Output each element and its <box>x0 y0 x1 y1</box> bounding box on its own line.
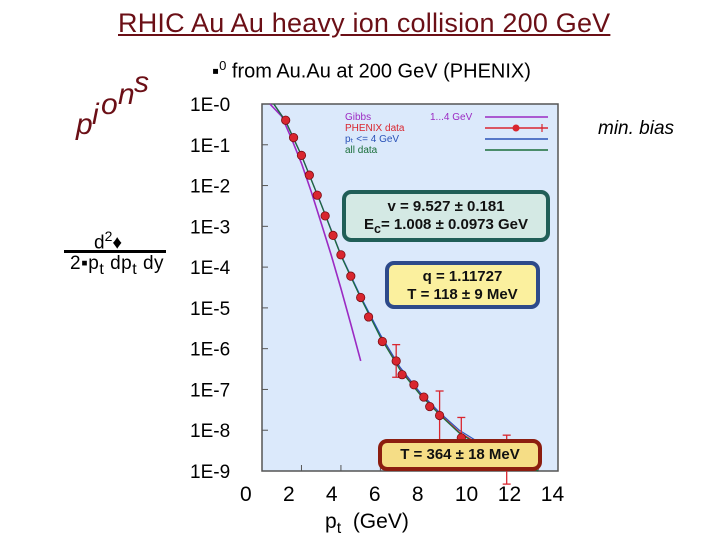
x-tick-label: 2 <box>283 483 295 506</box>
plot-title: ▪0 from Au.Au at 200 GeV (PHENIX) <box>212 58 531 84</box>
fit-box-q: q = 1.11727 T = 118 ± 9 MeV <box>385 261 540 309</box>
slide-title: RHIC Au Au heavy ion collision 200 GeV <box>118 8 611 38</box>
curve-line <box>269 103 362 362</box>
data-point <box>419 392 429 402</box>
y-tick-label: 1E-5 <box>190 299 230 320</box>
y-label-denominator: 2▪pt dpt dy <box>70 253 165 278</box>
x-tick-label: 12 <box>498 483 521 506</box>
y-tick-label: 1E-2 <box>190 177 230 198</box>
y-tick-label: 1E-8 <box>190 421 230 442</box>
data-point <box>312 190 322 200</box>
fit-box-2-line1: q = 1.11727 <box>422 268 503 285</box>
data-point <box>377 336 387 347</box>
data-point <box>328 230 338 240</box>
x-tick-label: 4 <box>326 483 338 506</box>
fit-box-1-line1: v = 9.527 ± 0.181 <box>387 198 505 215</box>
data-point <box>320 211 330 221</box>
x-tick-label: 0 <box>240 483 252 506</box>
y-tick-label: 1E-1 <box>190 136 230 157</box>
data-point <box>363 312 374 322</box>
plot-title-text: from Au.Au at 200 GeV (PHENIX) <box>231 60 531 83</box>
data-point <box>336 250 346 260</box>
data-point <box>397 370 407 380</box>
data-point <box>346 271 356 281</box>
y-tick-label: 1E-7 <box>190 380 230 401</box>
plot-frame <box>261 103 559 472</box>
pions-letter: i <box>92 98 99 131</box>
fraction-line <box>64 250 166 253</box>
y-label-numerator: d2♦ <box>94 228 123 254</box>
pions-letter: s <box>134 66 149 99</box>
legend-label: Gibbs <box>345 112 371 123</box>
x-tick-label: 10 <box>455 483 478 506</box>
data-point <box>288 132 299 143</box>
legend-label: PHENIX data <box>345 123 405 134</box>
data-point <box>425 401 435 412</box>
x-tick-label: 6 <box>369 483 381 506</box>
pi-zero-superscript: 0 <box>219 58 227 73</box>
data-point <box>409 380 419 390</box>
fit-box-2-line2: T = 118 ± 9 MeV <box>407 286 518 303</box>
data-point <box>304 170 314 180</box>
legend-range: 1...4 GeV <box>430 112 473 123</box>
legend-marker <box>512 124 520 132</box>
data-point <box>391 356 401 366</box>
data-point <box>434 410 445 421</box>
data-point <box>356 292 366 303</box>
pions-letter: o <box>101 88 118 121</box>
y-tick-label: 1E-4 <box>190 258 231 279</box>
pions-letter: p <box>76 108 93 141</box>
x-tick-label: 14 <box>541 483 565 506</box>
legend-bg <box>338 106 556 152</box>
fit-box-3-line1: T = 364 ± 18 MeV <box>400 446 520 463</box>
pions-letter: n <box>118 78 135 111</box>
min-bias-label: min. bias <box>598 118 675 139</box>
y-tick-label: 1E-9 <box>190 462 230 483</box>
pi-symbol-icon: ▪ <box>212 60 220 83</box>
x-axis-label: pt (GeV) <box>325 510 409 538</box>
y-tick-label: 1E-6 <box>190 340 230 361</box>
x-tick-label: 8 <box>412 483 424 506</box>
fit-box-temperature: T = 364 ± 18 MeV <box>378 439 542 471</box>
data-point <box>296 150 307 160</box>
data-point <box>281 115 291 125</box>
fit-box-1-line2: Ec= 1.008 ± 0.0973 GeV <box>363 216 529 236</box>
y-tick-label: 1E-3 <box>190 217 230 238</box>
legend-label: all data <box>345 145 378 156</box>
legend-label: pₜ <= 4 GeV <box>345 134 399 145</box>
fit-box-tsallis: v = 9.527 ± 0.181 Ec= 1.008 ± 0.0973 GeV <box>342 190 550 242</box>
y-tick-label: 1E-0 <box>190 95 230 116</box>
